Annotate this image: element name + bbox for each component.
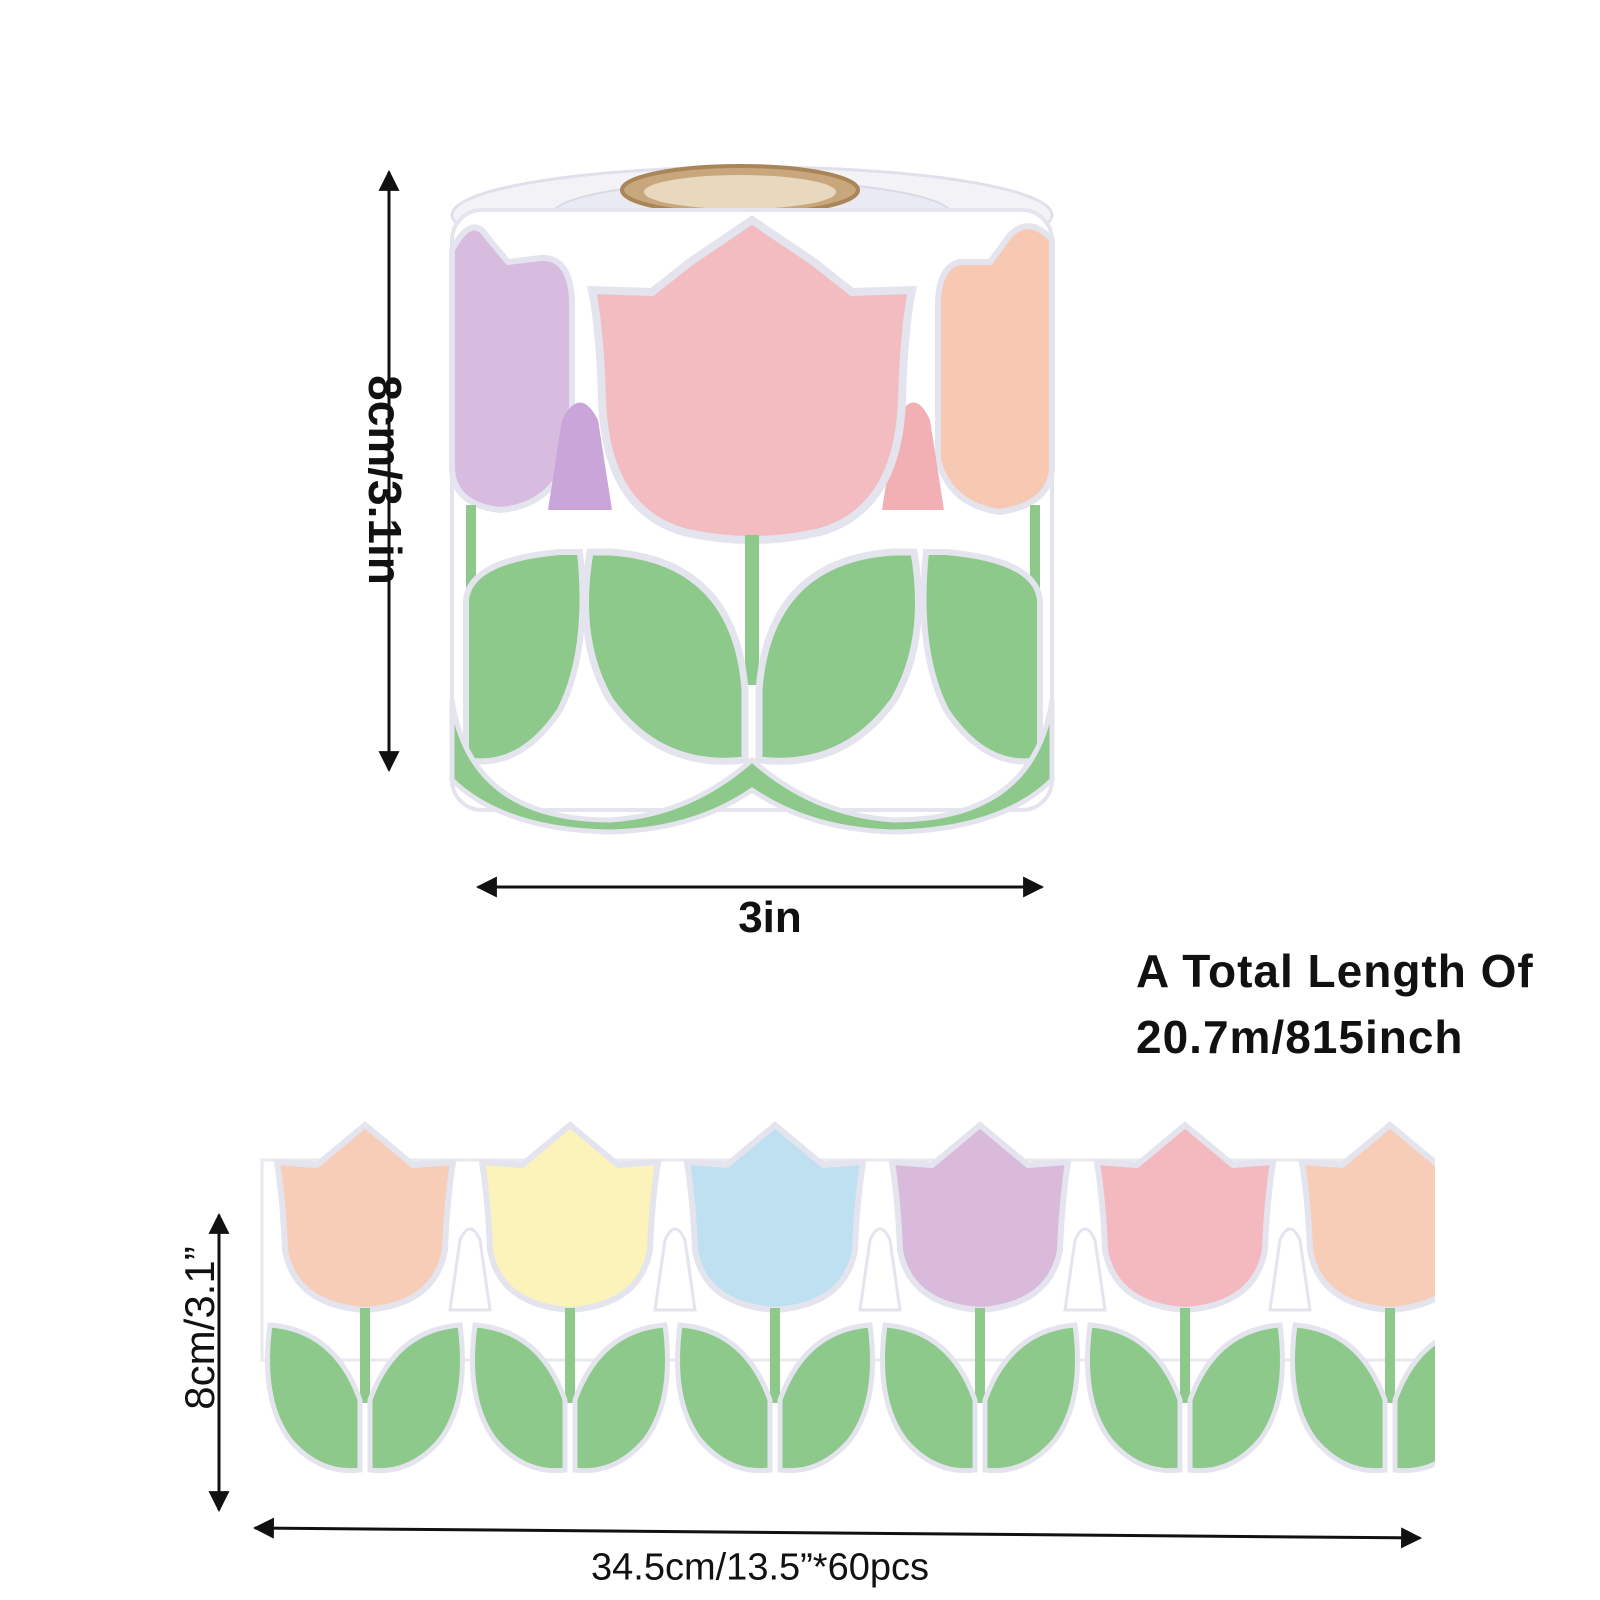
tulip-flower bbox=[449, 224, 575, 514]
tulip-leaf bbox=[470, 1322, 568, 1474]
total-length-text: A Total Length Of 20.7m/815inch bbox=[1136, 938, 1534, 1070]
strip-cutout bbox=[653, 1227, 697, 1312]
strip-tulip bbox=[1290, 1121, 1515, 1474]
tulip-stem bbox=[1030, 505, 1040, 635]
tulip-leaf bbox=[582, 548, 749, 765]
sticker-strip bbox=[260, 1121, 1515, 1474]
tulip-stem bbox=[1180, 1308, 1190, 1403]
tulip-leaf bbox=[675, 1322, 773, 1474]
strip-length-label: 34.5cm/13.5”*60pcs bbox=[591, 1546, 929, 1589]
tulip-leaf bbox=[367, 1322, 465, 1474]
cardboard-core-hole bbox=[644, 175, 836, 209]
tulip-flower bbox=[935, 223, 1055, 516]
tulip-leaf bbox=[1392, 1339, 1435, 1474]
tulip-flower bbox=[683, 1121, 867, 1314]
strip-tulip bbox=[265, 1121, 492, 1474]
tulip-flower bbox=[273, 1121, 457, 1314]
tulip-leaf bbox=[880, 1322, 978, 1474]
strip-length-arrow bbox=[252, 1517, 1423, 1549]
tulip-leaf bbox=[265, 1322, 363, 1474]
tulip-stem bbox=[745, 535, 759, 685]
total-length-line1: A Total Length Of bbox=[1136, 945, 1534, 997]
strip-height-label: 8cm/3.1” bbox=[176, 1246, 223, 1410]
strip-cutout bbox=[448, 1227, 492, 1312]
roll-height-label: 8cm/3.1in bbox=[359, 375, 411, 585]
tulip-stem bbox=[770, 1308, 780, 1403]
strip-cutout bbox=[1475, 1229, 1515, 1310]
strip-cutout bbox=[858, 1227, 902, 1312]
strip-tulip bbox=[675, 1121, 902, 1474]
strip-tulip bbox=[470, 1121, 697, 1474]
tulip-stem bbox=[1385, 1308, 1395, 1403]
roll-width-label: 3in bbox=[738, 893, 802, 942]
sticker-roll bbox=[449, 164, 1055, 835]
tulip-leaf bbox=[463, 549, 586, 765]
tulip-stem bbox=[360, 1308, 370, 1403]
strip-cutout bbox=[1268, 1227, 1312, 1312]
tulip-stem bbox=[975, 1308, 985, 1403]
strip-tulips bbox=[265, 1121, 1515, 1474]
total-length-line2: 20.7m/815inch bbox=[1136, 1011, 1464, 1063]
tulip-flower bbox=[478, 1121, 662, 1314]
strip-tulip bbox=[880, 1121, 1107, 1474]
tulip-stem bbox=[466, 505, 476, 635]
tulip-flower bbox=[888, 1121, 1072, 1314]
tulip-leaf bbox=[1290, 1322, 1388, 1474]
tulip-leaf bbox=[755, 548, 922, 765]
tulip-petal bbox=[548, 402, 612, 510]
tulip-leaf bbox=[1187, 1322, 1285, 1474]
strip-tulip bbox=[1085, 1121, 1312, 1474]
tulip-leaf bbox=[572, 1322, 670, 1474]
tulip-leaf bbox=[982, 1322, 1080, 1474]
roll-bottom-scallop bbox=[449, 699, 1055, 835]
strip-cutout bbox=[1063, 1227, 1107, 1312]
tulip-flower bbox=[1298, 1121, 1435, 1314]
tulip-flower bbox=[1093, 1121, 1277, 1314]
tulip-leaf bbox=[920, 549, 1043, 765]
tulip-leaf bbox=[1085, 1322, 1183, 1474]
tulip-stem bbox=[565, 1308, 575, 1403]
tulip-flower bbox=[587, 215, 917, 544]
tulip-leaf bbox=[777, 1322, 875, 1474]
